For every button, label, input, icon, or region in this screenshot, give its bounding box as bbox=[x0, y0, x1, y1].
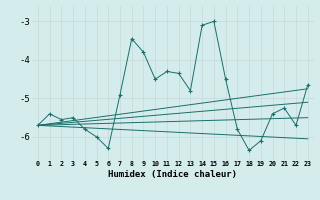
X-axis label: Humidex (Indice chaleur): Humidex (Indice chaleur) bbox=[108, 170, 237, 179]
